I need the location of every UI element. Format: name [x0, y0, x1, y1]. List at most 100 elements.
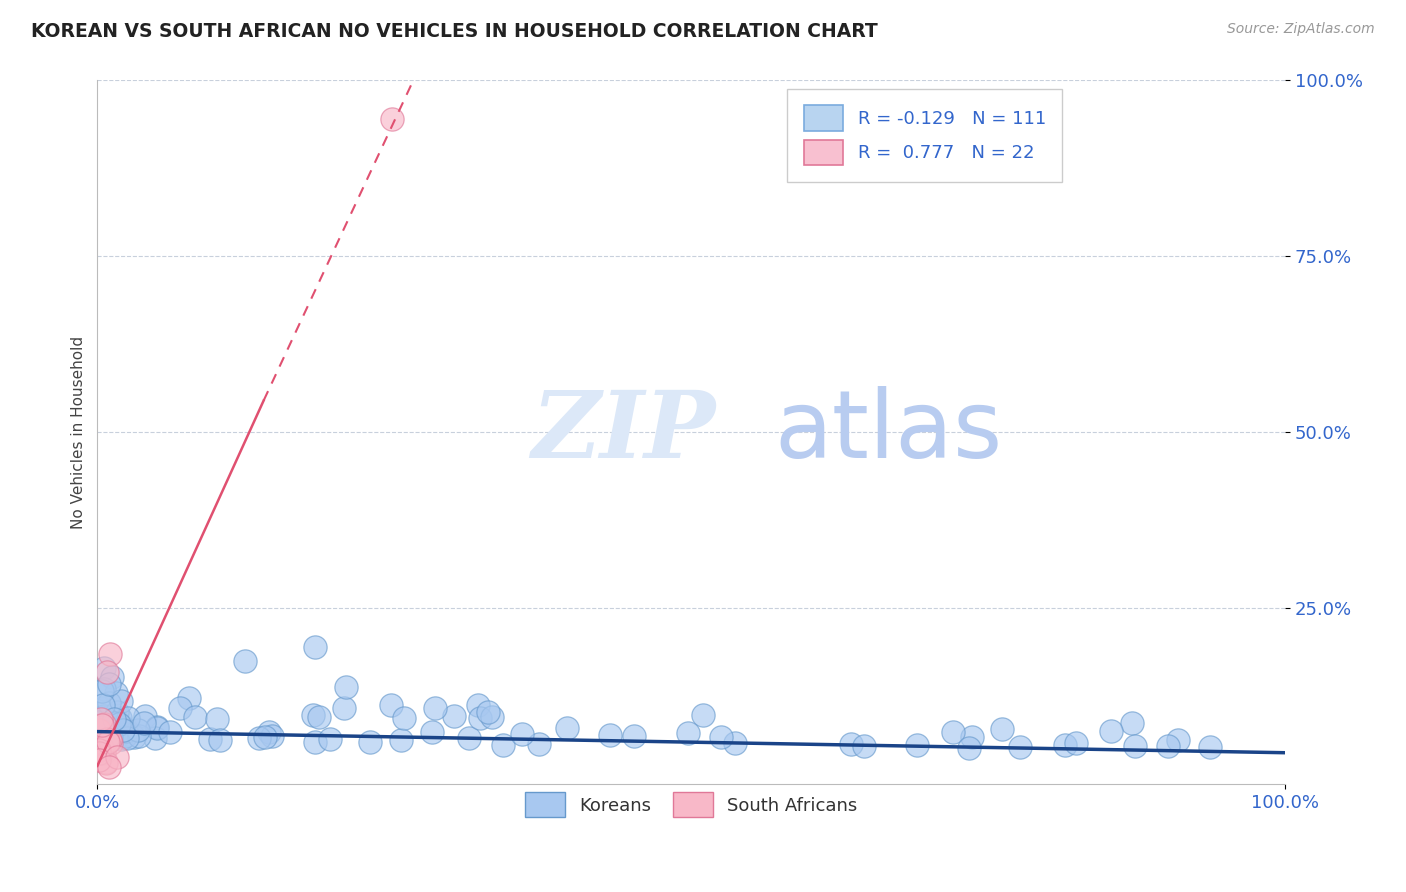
- Point: [335, 681, 357, 695]
- Point: [127, 723, 149, 737]
- Point: [1099, 723, 1122, 738]
- Point: [100, 731, 122, 746]
- Point: [481, 709, 503, 723]
- Point: [443, 709, 465, 723]
- Point: [692, 707, 714, 722]
- Point: [122, 731, 145, 745]
- Point: [107, 705, 129, 719]
- Point: [128, 729, 150, 743]
- Point: [392, 711, 415, 725]
- Point: [319, 732, 342, 747]
- Point: [1167, 733, 1189, 747]
- Point: [389, 733, 412, 747]
- Point: [169, 700, 191, 714]
- Legend: Koreans, South Africans: Koreans, South Africans: [517, 785, 865, 825]
- Point: [90, 723, 112, 738]
- Point: [905, 738, 928, 752]
- Point: [93, 681, 115, 696]
- Point: [467, 698, 489, 712]
- Point: [676, 726, 699, 740]
- Point: [101, 669, 124, 683]
- Point: [98, 759, 121, 773]
- Text: atlas: atlas: [775, 386, 1002, 478]
- Point: [146, 720, 169, 734]
- Point: [90, 711, 112, 725]
- Point: [105, 686, 128, 700]
- Point: [527, 738, 550, 752]
- Point: [97, 735, 120, 749]
- Point: [96, 732, 118, 747]
- Point: [89, 714, 111, 729]
- Point: [1125, 739, 1147, 753]
- Point: [146, 721, 169, 735]
- Point: [94, 755, 117, 769]
- Point: [115, 731, 138, 745]
- Point: [115, 724, 138, 739]
- Point: [491, 738, 513, 752]
- Point: [308, 710, 330, 724]
- Point: [90, 746, 112, 760]
- Point: [205, 712, 228, 726]
- Point: [381, 112, 404, 126]
- Point: [117, 711, 139, 725]
- Point: [96, 665, 118, 679]
- Point: [87, 743, 110, 757]
- Point: [599, 728, 621, 742]
- Point: [90, 701, 112, 715]
- Point: [103, 712, 125, 726]
- Point: [254, 730, 277, 744]
- Point: [97, 677, 120, 691]
- Point: [557, 722, 579, 736]
- Text: Source: ZipAtlas.com: Source: ZipAtlas.com: [1227, 22, 1375, 37]
- Point: [839, 738, 862, 752]
- Point: [87, 752, 110, 766]
- Point: [91, 740, 114, 755]
- Point: [93, 746, 115, 760]
- Point: [90, 720, 112, 734]
- Point: [247, 731, 270, 746]
- Point: [233, 654, 256, 668]
- Point: [1121, 715, 1143, 730]
- Point: [87, 728, 110, 742]
- Point: [468, 711, 491, 725]
- Point: [960, 730, 983, 744]
- Point: [115, 726, 138, 740]
- Point: [98, 732, 121, 747]
- Point: [198, 732, 221, 747]
- Point: [942, 725, 965, 739]
- Point: [304, 640, 326, 655]
- Text: KOREAN VS SOUTH AFRICAN NO VEHICLES IN HOUSEHOLD CORRELATION CHART: KOREAN VS SOUTH AFRICAN NO VEHICLES IN H…: [31, 22, 877, 41]
- Point: [111, 720, 134, 734]
- Point: [510, 727, 533, 741]
- Point: [103, 713, 125, 727]
- Point: [420, 725, 443, 739]
- Point: [477, 705, 499, 719]
- Point: [110, 731, 132, 746]
- Point: [111, 719, 134, 733]
- Point: [724, 736, 747, 750]
- Point: [93, 661, 115, 675]
- Point: [105, 712, 128, 726]
- Point: [103, 716, 125, 731]
- Point: [104, 731, 127, 746]
- Point: [105, 723, 128, 737]
- Point: [710, 731, 733, 745]
- Point: [177, 690, 200, 705]
- Point: [143, 731, 166, 746]
- Point: [991, 722, 1014, 736]
- Point: [87, 714, 110, 729]
- Point: [87, 723, 110, 737]
- Point: [304, 734, 326, 748]
- Point: [89, 746, 111, 760]
- Point: [93, 717, 115, 731]
- Point: [112, 723, 135, 737]
- Point: [1008, 740, 1031, 755]
- Point: [110, 694, 132, 708]
- Point: [108, 711, 131, 725]
- Point: [87, 721, 110, 735]
- Point: [89, 728, 111, 742]
- Point: [134, 709, 156, 723]
- Text: ZIP: ZIP: [531, 387, 716, 477]
- Point: [1064, 736, 1087, 750]
- Point: [159, 725, 181, 739]
